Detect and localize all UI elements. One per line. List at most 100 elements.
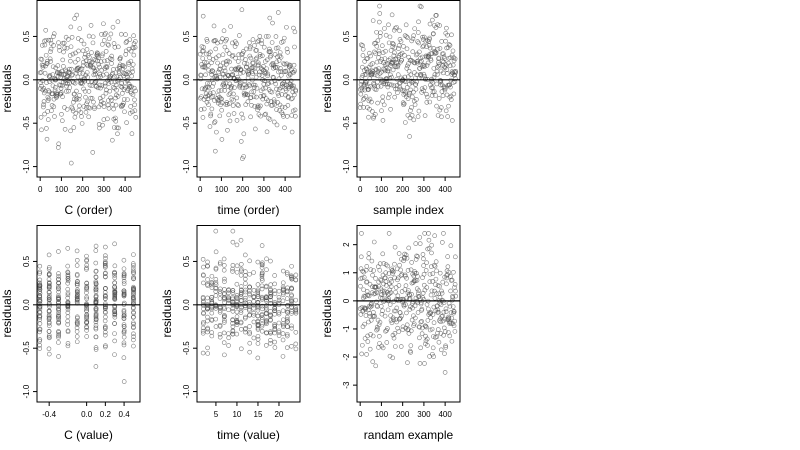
data-point [118,31,124,37]
data-point [237,33,242,38]
data-point [205,345,210,351]
data-point [100,51,106,57]
data-point [391,27,397,33]
data-point [439,314,445,319]
data-point [250,37,256,42]
data-point [421,256,426,262]
data-point [65,343,71,349]
data-point [115,131,120,137]
data-point [367,346,373,352]
data-point [276,69,281,75]
data-point [91,104,97,110]
data-point [251,60,256,66]
data-point [264,330,269,335]
data-point [87,105,93,111]
data-point [125,69,131,75]
data-point [383,270,389,275]
x-tick-label: 0 [358,185,363,194]
data-point [408,267,414,273]
data-point [394,76,400,82]
data-point [84,285,90,291]
data-point [268,258,273,264]
data-point [433,259,439,265]
data-point [289,298,294,304]
data-point [274,107,279,112]
data-point [438,347,444,353]
data-point [40,78,45,83]
data-point [377,267,383,273]
data-point [432,288,437,294]
data-point [405,360,410,365]
data-point [38,114,44,120]
data-point [47,73,53,78]
data-point [198,107,204,112]
data-point [83,51,88,57]
data-point [238,139,244,144]
data-point [359,87,365,93]
data-point [238,237,244,243]
data-point [441,325,447,331]
data-point [124,78,130,83]
data-point [425,53,431,59]
data-point [84,101,89,107]
data-point [243,289,248,295]
data-point [271,119,277,125]
data-point [110,24,116,30]
data-point [404,66,410,71]
data-point [255,325,261,331]
data-point [443,306,449,312]
data-point [420,290,426,296]
data-point [414,253,419,259]
data-point [254,47,259,53]
data-point [413,241,419,246]
data-point [388,106,393,112]
data-point [37,293,42,298]
data-point [283,69,288,74]
data-point [284,333,290,339]
data-point [452,282,458,287]
data-point [217,296,223,301]
data-point [255,63,261,68]
data-point [76,65,82,71]
data-point [121,292,127,297]
data-point [107,74,112,80]
data-point [280,39,286,44]
data-point [273,34,279,39]
data-point [106,98,111,103]
data-point [103,253,108,258]
data-point [415,30,421,35]
data-point [56,354,61,359]
data-point [50,91,55,97]
data-point [414,270,419,276]
data-point [411,321,417,327]
data-point [365,333,370,339]
data-point [404,275,409,281]
data-point [401,102,406,108]
data-point [284,24,289,30]
data-point [65,263,71,269]
data-point [409,112,415,118]
data-point [247,258,252,264]
data-point [265,71,271,77]
data-point [244,64,249,70]
data-point [113,118,119,124]
data-point [378,304,384,309]
data-point [56,271,61,276]
x-tick-label: 10 [232,410,241,419]
data-point [85,99,90,105]
data-point [234,314,240,319]
data-point [413,86,419,92]
data-point [392,331,398,336]
data-point [201,319,206,325]
data-point [403,302,408,307]
data-point [234,309,240,315]
data-point [65,341,71,346]
data-point [74,325,80,331]
data-point [56,297,61,302]
data-point [396,43,402,48]
data-point [437,107,443,113]
data-point [263,311,269,317]
data-point [374,289,380,295]
data-point [74,88,79,94]
data-point [116,125,121,131]
